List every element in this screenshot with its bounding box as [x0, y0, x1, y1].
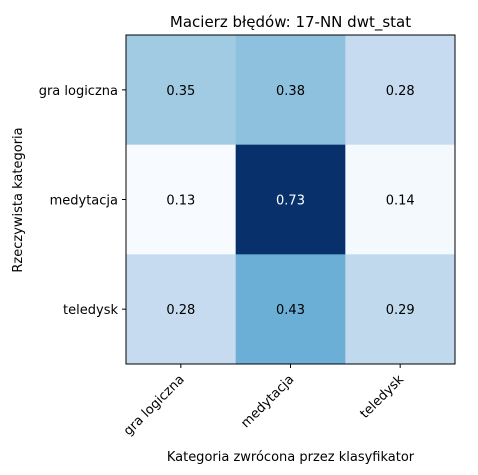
- heatmap-cell: [345, 35, 456, 146]
- cell-value-label: 0.73: [276, 194, 305, 209]
- y-tick-label: gra logiczna: [39, 84, 118, 99]
- heatmap-cell: [126, 35, 237, 146]
- cell-value-label: 0.28: [166, 303, 195, 318]
- cell-value-label: 0.29: [386, 303, 415, 318]
- cell-value-labels: 0.35 0.38 0.28 0.13 0.73 0.14 0.28 0.43 0.29: [166, 84, 414, 318]
- cell-value-label: 0.43: [276, 303, 305, 318]
- x-axis-ticks: gra logiczna medytacja teledysk: [121, 364, 407, 439]
- y-tick-label: teledysk: [63, 303, 118, 318]
- heatmap-cell: [126, 254, 237, 365]
- chart-title: Macierz błędów: 17-NN dwt_stat: [170, 13, 411, 32]
- heatmap-cell: [345, 254, 456, 365]
- x-axis-label: Kategoria zwrócona przez klasyfikator: [167, 450, 415, 465]
- cell-value-label: 0.13: [166, 194, 195, 209]
- x-tick-label: medytacja: [238, 372, 297, 431]
- cell-value-label: 0.38: [276, 84, 305, 99]
- heatmap-cell: [235, 35, 346, 146]
- heatmap-cells: [126, 35, 456, 365]
- cell-value-label: 0.28: [386, 84, 415, 99]
- heatmap-cell: [235, 254, 346, 365]
- heatmap-cell: [126, 144, 237, 255]
- y-tick-label: medytacja: [50, 194, 118, 209]
- cell-value-label: 0.14: [386, 194, 415, 209]
- x-tick-label: teledysk: [358, 372, 408, 422]
- x-tick-label: gra logiczna: [121, 372, 188, 439]
- cell-value-label: 0.35: [166, 84, 195, 99]
- y-axis-label: Rzeczywista kategoria: [11, 127, 26, 272]
- heatmap-cell: [345, 144, 456, 255]
- y-axis-ticks: gra logiczna medytacja teledysk: [39, 84, 126, 318]
- heatmap-cell: [235, 144, 346, 255]
